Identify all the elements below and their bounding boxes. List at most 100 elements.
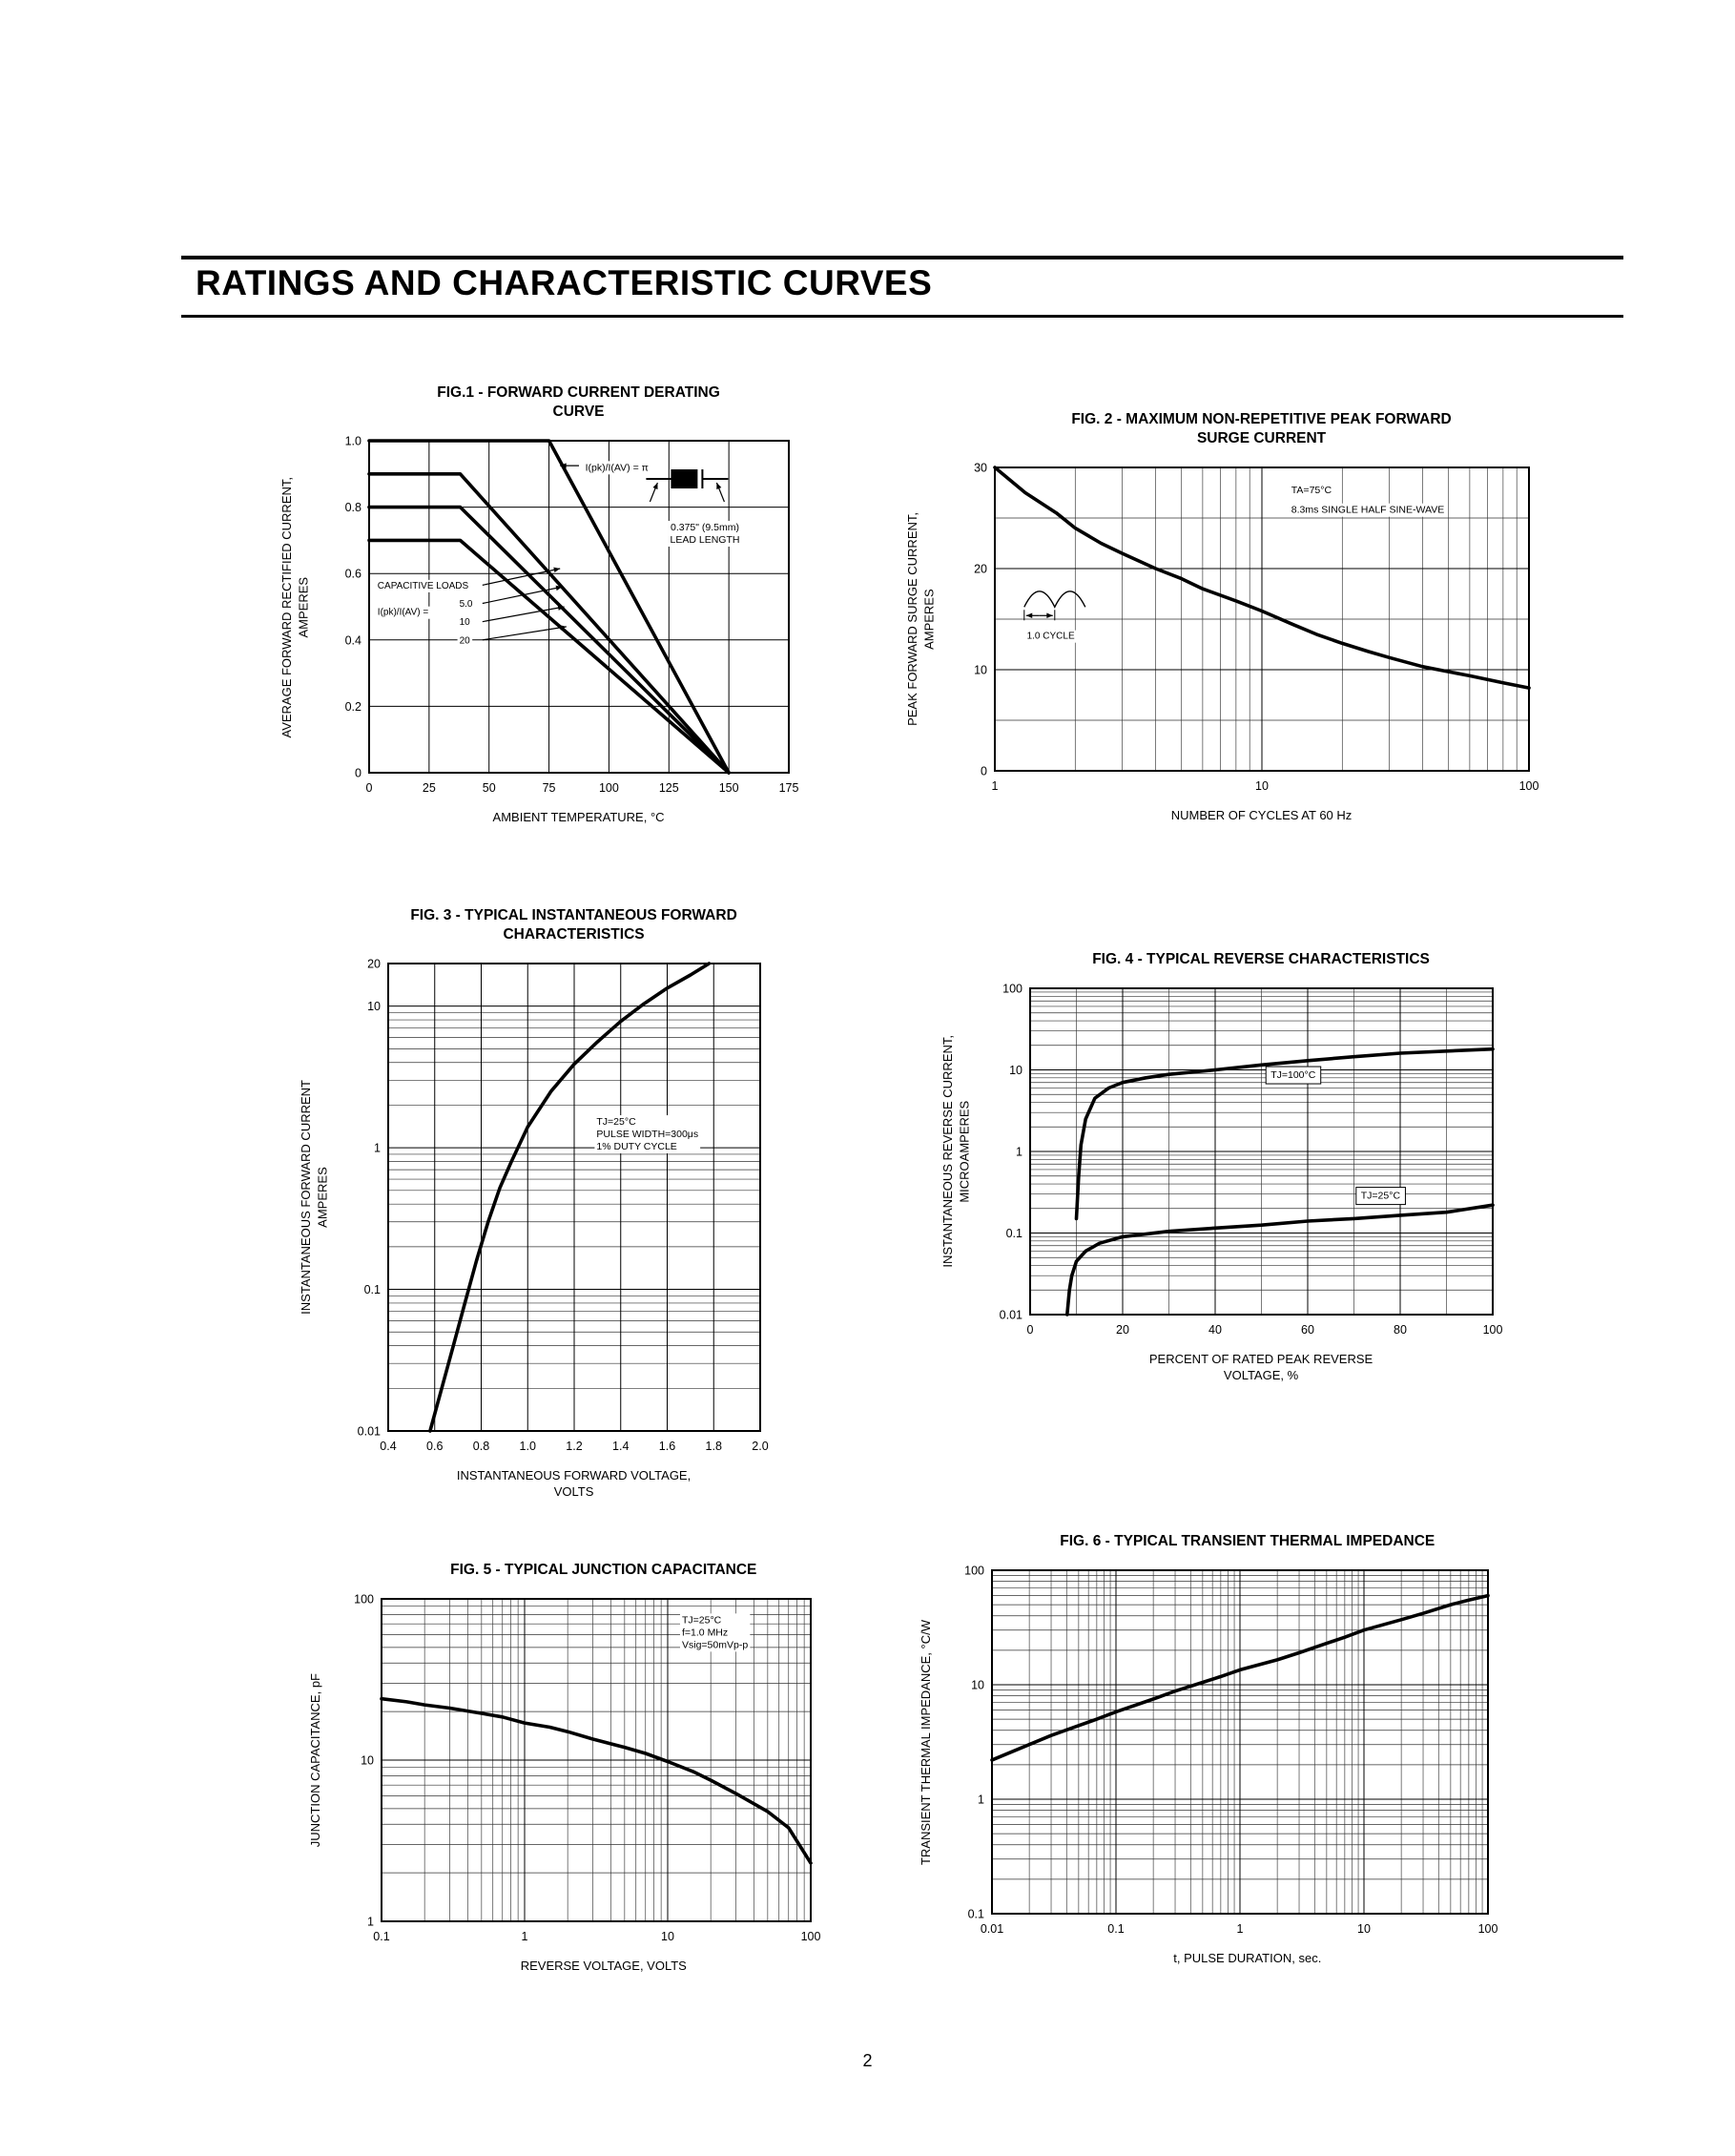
fig2-x-axis-label: NUMBER OF CYCLES AT 60 Hz [1170, 808, 1353, 823]
fig5-x-axis-label: REVERSE VOLTAGE, VOLTS [520, 1959, 687, 1974]
annotation-text: CAPACITIVE LOADS [378, 581, 469, 591]
annotation-text: 8.3ms SINGLE HALF SINE-WAVE [1291, 505, 1444, 516]
x-tick-label: 1.2 [566, 1440, 582, 1453]
y-tick-label: 0.6 [345, 568, 361, 581]
x-tick-label: 150 [719, 781, 739, 795]
x-tick-label: 80 [1394, 1323, 1407, 1337]
y-tick-label: 100 [1002, 983, 1022, 996]
y-tick-label: 100 [354, 1593, 374, 1607]
figure-4: FIG. 4 - TYPICAL REVERSE CHARACTERISTICS… [940, 950, 1506, 1384]
x-tick-label: 100 [1519, 779, 1539, 793]
x-tick-label: 2.0 [752, 1440, 768, 1453]
figure-2: FIG. 2 - MAXIMUM NON-REPETITIVE PEAK FOR… [904, 410, 1542, 824]
annotation-arrow [482, 606, 565, 623]
y-tick-label: 100 [964, 1565, 984, 1578]
fig3-plot: 0.4 0.6 0.8 1.0 1.2 1.4 1.6 1.8 2.0 0.01 0.1 1 10 20 T… [358, 958, 769, 1454]
x-tick-label: 100 [599, 781, 619, 795]
x-tick-label: 1.4 [612, 1440, 629, 1453]
x-tick-label: 25 [423, 781, 436, 795]
fig2-plot: 1 10 100 0 10 20 30 TA=75°C 8.3ms SINGLE HALF SI… [974, 462, 1539, 794]
y-tick-label: 0.1 [364, 1283, 381, 1296]
annotation-text: 5.0 [460, 599, 473, 610]
x-tick-label: 1.0 [520, 1440, 536, 1453]
series-capacitive-load-ratio-10 [367, 506, 731, 776]
y-tick-label: 30 [974, 462, 987, 475]
y-tick-label: 10 [367, 1000, 381, 1013]
y-tick-label: 0.1 [1006, 1227, 1022, 1240]
annotation-text: I(pk)/I(AV) = [378, 608, 429, 618]
x-tick-label: 10 [661, 1930, 674, 1943]
sine-wave-icon [1023, 591, 1086, 610]
y-tick-label: 0.4 [345, 634, 361, 648]
series-surge-current [993, 466, 1531, 691]
y-tick-label: 1 [978, 1793, 984, 1807]
x-tick-label: 40 [1208, 1323, 1222, 1337]
page-title: RATINGS AND CHARACTERISTIC CURVES [196, 263, 933, 302]
y-tick-label: 10 [971, 1679, 984, 1692]
y-tick-label: 10 [974, 664, 987, 677]
fig6-title: FIG. 6 - TYPICAL TRANSIENT THERMAL IMPED… [1060, 1533, 1436, 1549]
annotation-text: 0.375" (9.5mm) LEAD LENGTH [671, 522, 740, 546]
y-tick-label: 10 [1009, 1064, 1022, 1077]
fig4-plot: 0 20 40 60 80 100 0.01 0.1 1 10 100 TJ=100°C TJ=25°C [1000, 983, 1503, 1337]
fig3-title: FIG. 3 - TYPICAL INSTANTANEOUS FORWARD C… [410, 907, 737, 943]
figure-6: FIG. 6 - TYPICAL TRANSIENT THERMAL IMPED… [918, 1532, 1501, 1967]
x-tick-label: 1 [992, 779, 999, 793]
y-tick-label: 0 [355, 767, 361, 780]
fig2-title: FIG. 2 - MAXIMUM NON-REPETITIVE PEAK FOR… [1071, 411, 1452, 447]
series-reverse-current-tj-25c [1065, 1203, 1495, 1316]
x-tick-label: 125 [659, 781, 679, 795]
x-tick-label: 0 [366, 781, 373, 795]
y-tick-label: 0.2 [345, 700, 361, 714]
fig6-x-axis-label: t, PULSE DURATION, sec. [1173, 1951, 1322, 1966]
y-tick-label: 0.1 [967, 1908, 983, 1921]
annotation-text: TJ=100°C [1270, 1069, 1316, 1081]
x-tick-label: 0.1 [373, 1930, 389, 1943]
x-tick-label: 10 [1255, 779, 1269, 793]
annotation-text: I(pk)/I(AV) = π [586, 463, 649, 474]
y-tick-label: 0 [981, 765, 987, 778]
y-tick-label: 0.8 [345, 501, 361, 514]
fig1-y-axis-label: AVERAGE FORWARD RECTIFIED CURRENT, AMPER… [279, 476, 311, 738]
x-tick-label: 100 [800, 1930, 820, 1943]
fig4-title: FIG. 4 - TYPICAL REVERSE CHARACTERISTICS [1092, 951, 1430, 967]
annotation-arrow [482, 568, 561, 587]
y-tick-label: 0.01 [358, 1425, 381, 1439]
x-tick-label: 100 [1477, 1922, 1497, 1936]
page-number: 2 [862, 2051, 873, 2070]
x-tick-label: 0.01 [980, 1922, 1002, 1936]
fig1-title: FIG.1 - FORWARD CURRENT DERATING CURVE [437, 384, 720, 421]
x-tick-label: 0 [1027, 1323, 1034, 1337]
y-tick-label: 1 [367, 1916, 374, 1929]
fig3-y-axis-label: INSTANTANEOUS FORWARD CURRENT AMPERES [299, 1080, 330, 1316]
annotation-text: TJ=25°C [1361, 1191, 1401, 1202]
annotation-text: 10 [460, 617, 471, 628]
y-tick-label: 20 [367, 958, 381, 971]
x-tick-label: 1 [521, 1930, 527, 1943]
series-capacitive-load-ratio-5 [367, 472, 731, 776]
fig4-y-axis-label: INSTANTANEOUS REVERSE CURRENT, MICROAMPE… [940, 1035, 972, 1268]
x-tick-label: 0.8 [473, 1440, 489, 1453]
series-capacitive-load-ratio-20 [367, 538, 731, 776]
series-resistive-inductive-load [367, 439, 731, 776]
y-tick-label: 0.01 [1000, 1309, 1022, 1322]
x-tick-label: 60 [1301, 1323, 1314, 1337]
x-tick-label: 1 [1236, 1922, 1243, 1936]
series-transient-thermal-impedance [989, 1593, 1490, 1762]
x-tick-label: 0.4 [380, 1440, 396, 1453]
annotation-arrow [482, 626, 567, 641]
y-tick-label: 20 [974, 563, 987, 576]
x-tick-label: 100 [1483, 1323, 1503, 1337]
x-tick-label: 50 [483, 781, 496, 795]
fig5-title: FIG. 5 - TYPICAL JUNCTION CAPACITANCE [450, 1562, 757, 1578]
figure-5: FIG. 5 - TYPICAL JUNCTION CAPACITANCE JU… [307, 1561, 824, 1975]
annotation-text: TJ=25°C PULSE WIDTH=300μs 1% DUTY CYCLE [596, 1116, 698, 1152]
y-tick-label: 1.0 [345, 435, 361, 448]
x-tick-label: 20 [1116, 1323, 1129, 1337]
y-tick-label: 1 [374, 1142, 381, 1155]
fig3-x-axis-label: INSTANTANEOUS FORWARD VOLTAGE, VOLTS [456, 1468, 692, 1500]
fig1-x-axis-label: AMBIENT TEMPERATURE, °C [492, 810, 665, 825]
